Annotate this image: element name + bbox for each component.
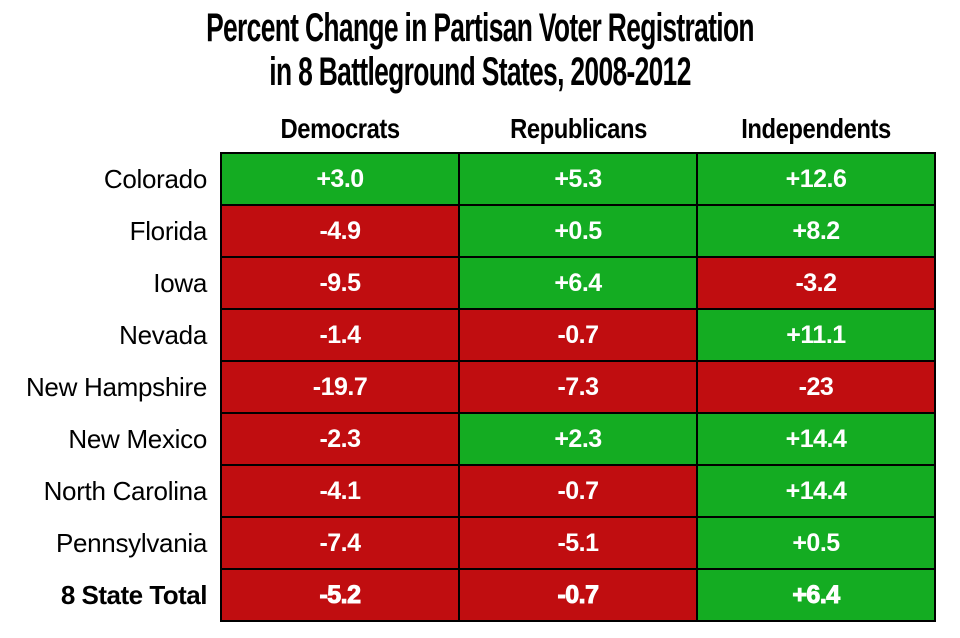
chart-title-line-2: in 8 Battleground States, 2008-2012 xyxy=(269,50,691,94)
column-header-republicans: Republicans xyxy=(509,113,647,144)
table-row-new-hampshire: New Hampshire -19.7 -7.3 -23 xyxy=(0,360,936,414)
table-row-new-mexico: New Mexico -2.3 +2.3 +14.4 xyxy=(0,412,936,466)
value-cell: -0.7 xyxy=(458,308,698,362)
row-label: New Hampshire xyxy=(25,371,207,402)
value-cell: +14.4 xyxy=(696,464,936,518)
chart-title-line-1: Percent Change in Partisan Voter Registr… xyxy=(206,6,754,50)
value-cell: +8.2 xyxy=(696,204,936,258)
table-row-colorado: Colorado +3.0 +5.3 +12.6 xyxy=(0,152,936,206)
value-cell: +11.1 xyxy=(696,308,936,362)
value-cell: -9.5 xyxy=(220,256,460,310)
chart-title: Percent Change in Partisan Voter Registr… xyxy=(163,6,797,94)
column-header-democrats: Democrats xyxy=(280,113,400,144)
value-cell: +14.4 xyxy=(696,412,936,466)
row-label: North Carolina xyxy=(43,475,208,506)
value-cell: +6.4 xyxy=(696,568,936,622)
value-cell: +3.0 xyxy=(220,152,460,206)
value-cell: -19.7 xyxy=(220,360,460,414)
row-label: Florida xyxy=(129,215,208,246)
header-row: Democrats Republicans Independents xyxy=(0,106,935,153)
table-row-nevada: Nevada -1.4 -0.7 +11.1 xyxy=(0,308,936,362)
value-cell: +12.6 xyxy=(696,152,936,206)
value-cell: -0.7 xyxy=(458,464,698,518)
table-row-iowa: Iowa -9.5 +6.4 -3.2 xyxy=(0,256,936,310)
value-cell: +6.4 xyxy=(458,256,698,310)
value-cell: +5.3 xyxy=(458,152,698,206)
value-cell: -2.3 xyxy=(220,412,460,466)
value-cell: -5.1 xyxy=(458,516,698,570)
table-row-total: 8 State Total -5.2 -0.7 +6.4 xyxy=(0,568,936,622)
value-cell: -4.9 xyxy=(220,204,460,258)
value-cell: +0.5 xyxy=(696,516,936,570)
table-row-north-carolina: North Carolina -4.1 -0.7 +14.4 xyxy=(0,464,936,518)
value-cell: -7.4 xyxy=(220,516,460,570)
row-label: Nevada xyxy=(119,319,207,350)
row-label: New Mexico xyxy=(68,423,207,454)
value-cell: -3.2 xyxy=(696,256,936,310)
value-cell: -0.7 xyxy=(458,568,698,622)
value-cell: -7.3 xyxy=(458,360,698,414)
value-cell: -4.1 xyxy=(220,464,460,518)
value-cell: -5.2 xyxy=(220,568,460,622)
row-label: Pennsylvania xyxy=(55,527,207,558)
value-cell: -23 xyxy=(696,360,936,414)
value-cell: +0.5 xyxy=(458,204,698,258)
voter-registration-table: Democrats Republicans Independents Color… xyxy=(0,106,936,622)
value-cell: -1.4 xyxy=(220,308,460,362)
row-label: Colorado xyxy=(103,163,207,194)
row-label: 8 State Total xyxy=(60,579,208,610)
value-cell: +2.3 xyxy=(458,412,698,466)
column-header-independents: Independents xyxy=(741,113,891,144)
row-label: Iowa xyxy=(153,267,207,298)
table-row-florida: Florida -4.9 +0.5 +8.2 xyxy=(0,204,936,258)
header-corner-spacer xyxy=(0,106,221,153)
table-row-pennsylvania: Pennsylvania -7.4 -5.1 +0.5 xyxy=(0,516,936,570)
